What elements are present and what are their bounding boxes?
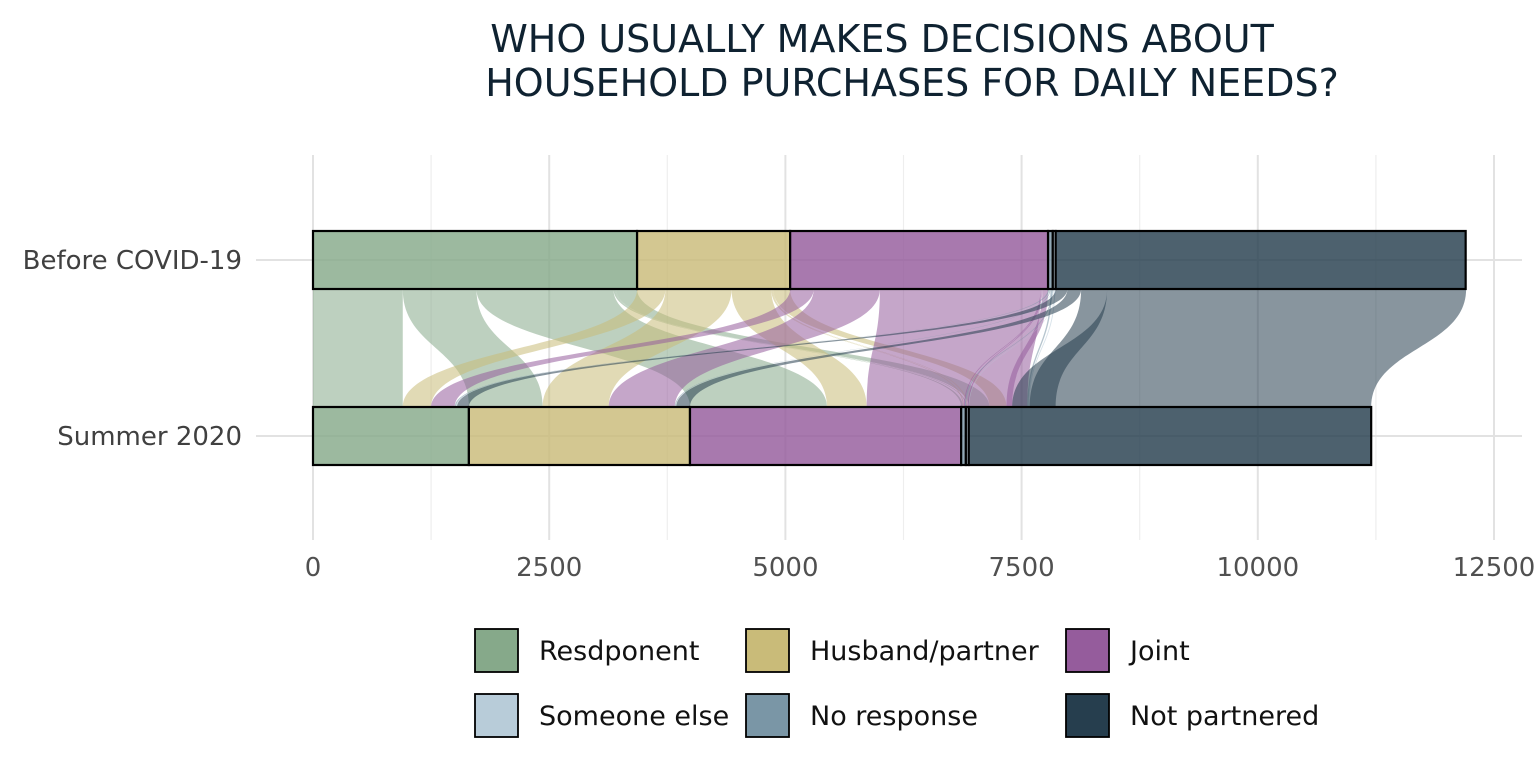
flow-resdponent-to-husband-partner xyxy=(402,289,543,407)
flow-joint-to-husband-partner xyxy=(608,289,880,407)
bar-segment-summer-2020-joint xyxy=(688,405,963,467)
x-tick-label: 5000 xyxy=(752,553,818,583)
stacked-bars xyxy=(311,229,1467,467)
flow-not-partnered-to-husband-partner xyxy=(676,289,1082,407)
x-axis: 0 2500 5000 7500 10000 12500 xyxy=(305,553,1536,583)
flow-no-response-to-joint xyxy=(1027,289,1052,407)
legend-swatch-not-partnered xyxy=(1065,693,1110,738)
legend-label-someone-else: Someone else xyxy=(539,701,729,732)
x-tick-label: 12500 xyxy=(1453,553,1536,583)
flow-husband-partner-to-someone-else xyxy=(772,289,968,407)
chart-title-line-1: WHO USUALLY MAKES DECISIONS ABOUT xyxy=(490,17,1274,61)
legend-swatch-resdponent xyxy=(474,628,519,673)
legend-swatch-someone-else xyxy=(474,693,519,738)
legend-swatch-no-response xyxy=(745,693,790,738)
flow-joint-to-someone-else xyxy=(967,289,1043,407)
legend-label-no-response: No response xyxy=(810,701,978,732)
bar-segment-summer-2020-resdponent xyxy=(311,405,470,467)
flow-husband-partner-to-resdponent xyxy=(402,289,666,407)
y-tick-label: Before COVID-19 xyxy=(23,246,242,276)
flow-someone-else-to-resdponent xyxy=(456,289,1054,407)
flow-joint-to-joint xyxy=(866,289,1041,407)
flow-no-response-to-no-response xyxy=(964,289,1053,407)
legend-label-resdponent: Resdponent xyxy=(539,636,699,667)
flow-ribbons xyxy=(313,289,1467,407)
bar-segment-before-covid-19-husband-partner xyxy=(635,229,792,291)
flow-not-partnered-to-resdponent xyxy=(457,289,1068,407)
y-axis: Before COVID-19 Summer 2020 xyxy=(23,246,242,452)
flow-no-response-to-husband-partner xyxy=(674,289,1051,407)
legend-swatch-husband-partner xyxy=(745,628,790,673)
chart-title-line-2: HOUSEHOLD PURCHASES FOR DAILY NEEDS? xyxy=(485,61,1339,105)
flow-someone-else-to-joint xyxy=(1028,289,1056,407)
x-tick-label: 0 xyxy=(305,553,322,583)
flow-joint-to-resdponent xyxy=(431,289,814,407)
flow-not-partnered-to-not-partnered xyxy=(1012,289,1467,407)
flow-someone-else-to-someone-else xyxy=(968,289,1056,407)
bar-segment-before-covid-19-joint xyxy=(789,229,1050,291)
y-tick-label: Summer 2020 xyxy=(57,422,242,452)
x-tick-label: 7500 xyxy=(989,553,1055,583)
bar-segment-before-covid-19-resdponent xyxy=(311,229,639,291)
legend-label-not-partnered: Not partnered xyxy=(1130,701,1319,732)
legend-label-joint: Joint xyxy=(1128,636,1190,667)
flow-husband-partner-to-husband-partner xyxy=(542,289,732,407)
flow-no-response-to-resdponent xyxy=(454,289,1050,407)
bar-segment-summer-2020-husband-partner xyxy=(467,405,692,467)
flow-joint-to-no-response xyxy=(963,289,1042,407)
flow-resdponent-to-resdponent xyxy=(313,289,403,407)
x-tick-label: 10000 xyxy=(1216,553,1299,583)
legend-label-husband-partner: Husband/partner xyxy=(810,636,1040,667)
bar-segment-summer-2020-not-partnered xyxy=(967,405,1373,467)
flow-joint-to-not-partnered xyxy=(1006,289,1049,407)
legend-swatch-joint xyxy=(1065,628,1110,673)
legend: Resdponent Husband/partner Joint Someone el… xyxy=(474,628,1319,738)
flow-someone-else-to-husband-partner xyxy=(675,289,1055,407)
flow-husband-partner-to-no-response xyxy=(771,289,964,407)
bar-segment-before-covid-19-not-partnered xyxy=(1054,229,1467,291)
x-tick-label: 2500 xyxy=(516,553,582,583)
